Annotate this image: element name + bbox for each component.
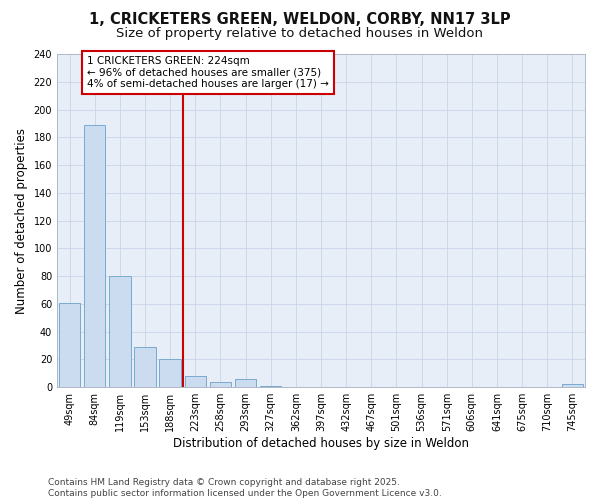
Bar	[185, 376, 206, 387]
Bar	[134, 347, 156, 387]
Text: Contains HM Land Registry data © Crown copyright and database right 2025.
Contai: Contains HM Land Registry data © Crown c…	[48, 478, 442, 498]
Bar	[109, 276, 131, 387]
Bar	[260, 386, 281, 387]
Bar	[210, 382, 231, 387]
Bar	[84, 125, 106, 387]
Text: Size of property relative to detached houses in Weldon: Size of property relative to detached ho…	[116, 28, 484, 40]
Text: 1, CRICKETERS GREEN, WELDON, CORBY, NN17 3LP: 1, CRICKETERS GREEN, WELDON, CORBY, NN17…	[89, 12, 511, 28]
Bar	[562, 384, 583, 387]
Bar	[160, 360, 181, 387]
Text: 1 CRICKETERS GREEN: 224sqm
← 96% of detached houses are smaller (375)
4% of semi: 1 CRICKETERS GREEN: 224sqm ← 96% of deta…	[87, 56, 329, 90]
X-axis label: Distribution of detached houses by size in Weldon: Distribution of detached houses by size …	[173, 437, 469, 450]
Y-axis label: Number of detached properties: Number of detached properties	[15, 128, 28, 314]
Bar	[235, 379, 256, 387]
Bar	[59, 302, 80, 387]
